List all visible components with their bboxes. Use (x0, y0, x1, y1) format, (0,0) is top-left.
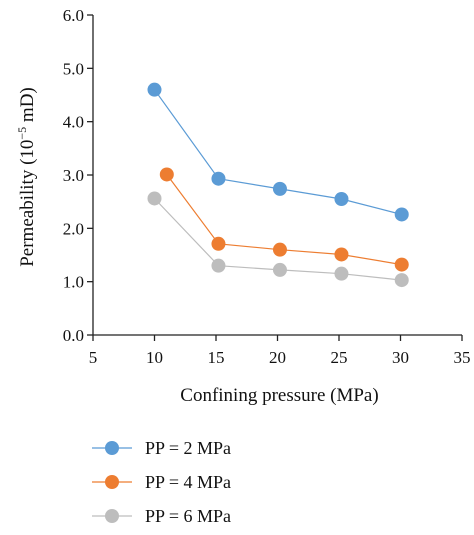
legend: PP = 2 MPa PP = 4 MPa PP = 6 MPa (92, 438, 231, 526)
data-point (272, 181, 287, 196)
data-point (211, 258, 226, 273)
data-point (147, 82, 162, 97)
x-tick-label: 5 (89, 348, 98, 367)
y-tick-label: 2.0 (63, 219, 84, 238)
legend-label: PP = 6 MPa (145, 506, 231, 526)
y-tick-label: 6.0 (63, 6, 84, 25)
x-tick-label: 30 (392, 348, 409, 367)
legend-marker (105, 475, 119, 489)
data-point (272, 262, 287, 277)
y-axis-title-exponent: −5 (15, 127, 29, 140)
axes: 0.0 1.0 2.0 3.0 4.0 5.0 6.0 5 10 15 20 25 30 35 (63, 6, 471, 367)
data-point (394, 257, 409, 272)
data-point (334, 247, 349, 262)
x-tick-label: 10 (146, 348, 163, 367)
legend-marker (105, 509, 119, 523)
series-2 (159, 167, 409, 272)
series-line (154, 89, 402, 216)
y-tick-label: 4.0 (63, 113, 84, 132)
data-point (394, 273, 409, 288)
legend-marker (105, 441, 119, 455)
y-axis-title: Permeability (10−5 mD) (15, 87, 38, 267)
data-point (272, 242, 287, 257)
x-tick-label: 15 (208, 348, 225, 367)
data-point (211, 171, 226, 186)
data-point (211, 236, 226, 251)
data-point (394, 207, 409, 222)
data-point (147, 191, 162, 206)
x-axis-title: Confining pressure (MPa) (180, 385, 378, 406)
data-point (334, 266, 349, 281)
legend-label: PP = 2 MPa (145, 438, 231, 458)
axis-labels: Confining pressure (MPa) Permeability (1… (15, 87, 379, 406)
data-point (159, 167, 174, 182)
data-point (334, 192, 349, 206)
x-tick-label: 25 (331, 348, 348, 367)
legend-item: PP = 4 MPa (92, 472, 231, 492)
y-tick-label: 3.0 (63, 166, 84, 185)
series-group (147, 82, 409, 288)
y-axis-title-text: Permeability (10 (17, 140, 38, 267)
y-tick-label: 0.0 (63, 326, 84, 345)
x-tick-label: 35 (454, 348, 471, 367)
series-3 (147, 191, 409, 288)
legend-item: PP = 6 MPa (92, 506, 231, 526)
legend-item: PP = 2 MPa (92, 438, 231, 458)
series-1 (147, 82, 409, 222)
legend-label: PP = 4 MPa (145, 472, 231, 492)
x-tick-label: 20 (269, 348, 286, 367)
y-tick-label: 5.0 (63, 59, 84, 78)
y-tick-label: 1.0 (63, 273, 84, 292)
y-axis-title-unit: mD) (17, 87, 38, 127)
